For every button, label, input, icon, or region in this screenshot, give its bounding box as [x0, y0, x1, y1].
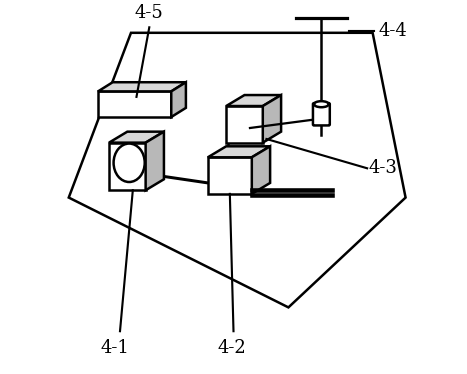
Text: 4-3: 4-3: [369, 159, 398, 177]
Text: 4-1: 4-1: [100, 338, 129, 356]
FancyBboxPatch shape: [313, 103, 330, 125]
Text: 4-4: 4-4: [378, 22, 407, 40]
Polygon shape: [252, 146, 270, 194]
Polygon shape: [146, 132, 164, 190]
Polygon shape: [109, 142, 146, 190]
Polygon shape: [226, 106, 263, 142]
Polygon shape: [263, 95, 281, 142]
Text: 4-5: 4-5: [135, 4, 163, 22]
Polygon shape: [98, 91, 171, 117]
Polygon shape: [98, 82, 186, 91]
Polygon shape: [171, 82, 186, 117]
Polygon shape: [208, 146, 270, 157]
Polygon shape: [208, 157, 252, 194]
Text: 4-2: 4-2: [217, 338, 246, 356]
Ellipse shape: [113, 144, 145, 182]
Ellipse shape: [314, 101, 329, 107]
Polygon shape: [226, 95, 281, 106]
Polygon shape: [109, 132, 164, 142]
Polygon shape: [69, 33, 405, 307]
